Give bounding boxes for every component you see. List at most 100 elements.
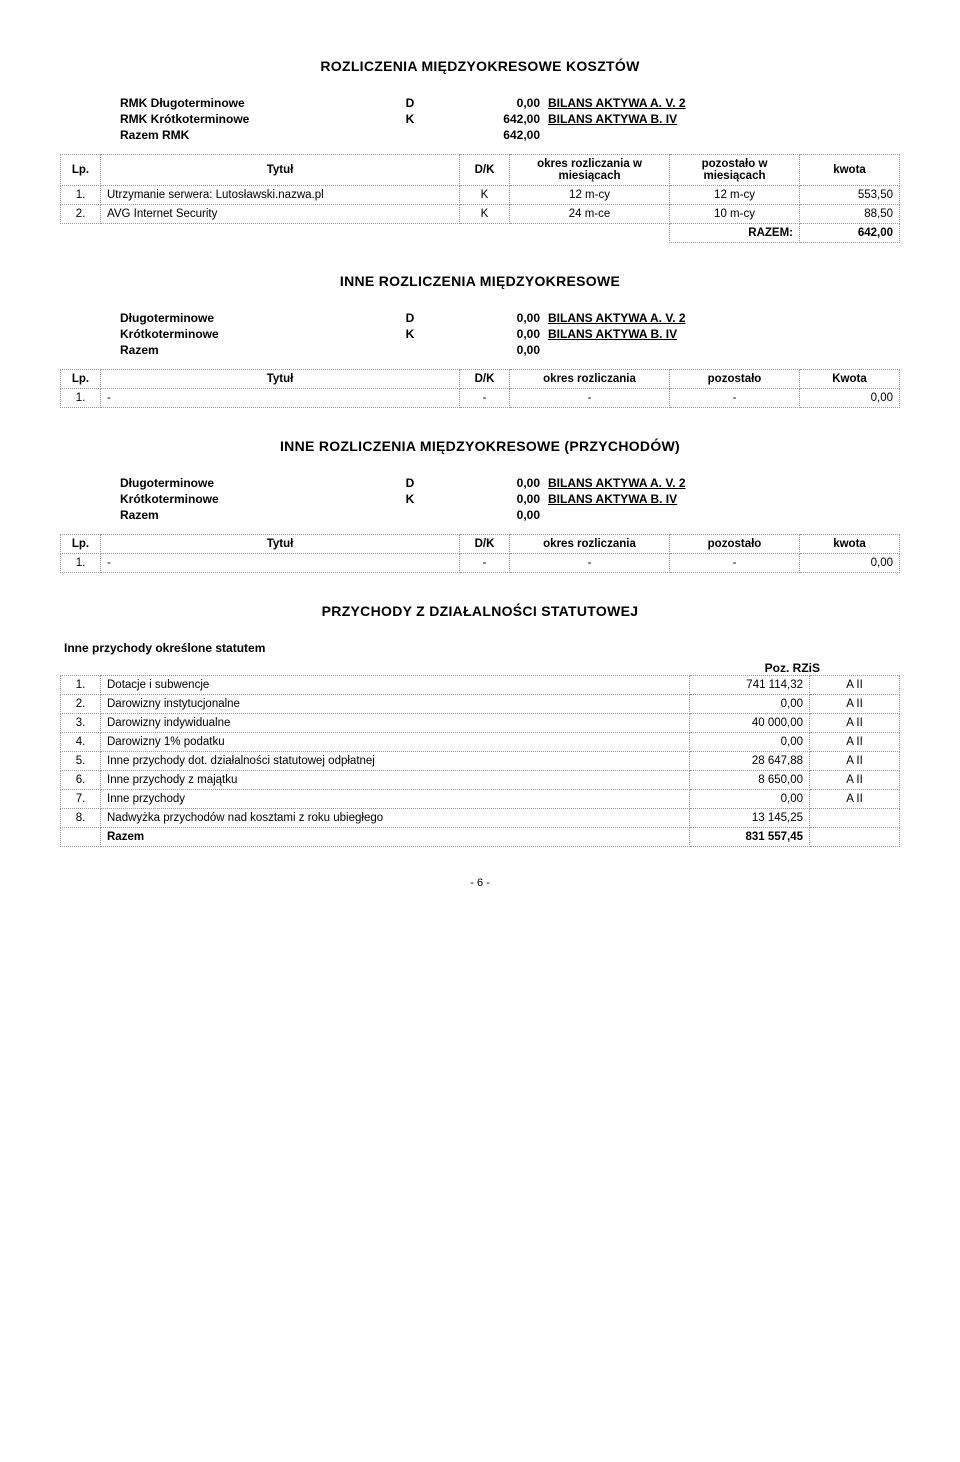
table-row: 6.Inne przychody z majątku8 650,00A II [61,771,900,790]
cell-okres: - [510,389,670,408]
summary-inne: DługoterminoweD0,00BILANS AKTYWA A. V. 2… [120,311,880,357]
cell-poz: A II [810,714,900,733]
summary-val: 0,00 [440,311,540,325]
cell-okres: - [510,554,670,573]
table-row: 1.----0,00 [61,389,900,408]
summary-dk: D [380,476,440,490]
summary-row: KrótkoterminoweK0,00BILANS AKTYWA B. IV [120,492,880,506]
summary-dk: D [380,311,440,325]
summary-dk: D [380,96,440,110]
cell-lp: 1. [61,554,101,573]
razem-row: Razem831 557,45 [61,828,900,847]
th-lp: Lp. [61,535,101,554]
table-row: 1.Dotacje i subwencje741 114,32A II [61,676,900,695]
cell-val: 0,00 [690,790,810,809]
summary-val: 642,00 [440,128,540,142]
cell-okres: 24 m-ce [510,205,670,224]
table-row: 1.Utrzymanie serwera: Lutosławski.nazwa.… [61,186,900,205]
cell-kwota: 0,00 [800,389,900,408]
cell-lp: 3. [61,714,101,733]
cell-val: 40 000,00 [690,714,810,733]
section-inne: INNE ROZLICZENIA MIĘDZYOKRESOWE Długoter… [60,273,900,408]
summary-val: 0,00 [440,327,540,341]
cell-poz: A II [810,676,900,695]
th-okres: okres rozliczania [510,535,670,554]
cell-dk: K [460,205,510,224]
th-pozostalo: pozostało w miesiącach [670,155,800,186]
summary-ref: BILANS AKTYWA A. V. 2 [540,96,840,110]
summary-inne-przych: DługoterminoweD0,00BILANS AKTYWA A. V. 2… [120,476,880,522]
poz-label: Poz. RZiS [60,661,900,675]
cell-title: Darowizny indywidualne [101,714,690,733]
summary-val: 0,00 [440,508,540,522]
cell-title: AVG Internet Security [101,205,460,224]
th-okres: okres rozliczania [510,370,670,389]
cell-dk: - [460,554,510,573]
th-lp: Lp. [61,370,101,389]
th-okres: okres rozliczania w miesiącach [510,155,670,186]
summary-dk: K [380,327,440,341]
razem-val: 642,00 [800,224,900,243]
table-inne: Lp. Tytuł D/K okres rozliczania pozostał… [60,369,900,408]
cell-pozostalo: 12 m-cy [670,186,800,205]
cell-kwota: 553,50 [800,186,900,205]
summary-ref: BILANS AKTYWA B. IV [540,492,840,506]
th-dk: D/K [460,155,510,186]
cell-poz [810,809,900,828]
cell-title: Inne przychody [101,790,690,809]
summary-label: Krótkoterminowe [120,327,380,341]
heading-przychody: PRZYCHODY Z DZIAŁALNOŚCI STATUTOWEJ [60,603,900,619]
summary-row: RMK KrótkoterminoweK642,00BILANS AKTYWA … [120,112,880,126]
cell-lp: 1. [61,676,101,695]
heading-rmk: ROZLICZENIA MIĘDZYOKRESOWE KOSZTÓW [60,58,900,74]
summary-row: DługoterminoweD0,00BILANS AKTYWA A. V. 2 [120,311,880,325]
cell-lp: 1. [61,389,101,408]
th-dk: D/K [460,370,510,389]
cell-lp: 5. [61,752,101,771]
cell-lp: 1. [61,186,101,205]
summary-val: 0,00 [440,96,540,110]
cell-okres: 12 m-cy [510,186,670,205]
summary-label: Razem [120,508,380,522]
cell-dk: - [460,389,510,408]
table-row: 3.Darowizny indywidualne40 000,00A II [61,714,900,733]
cell-val: 741 114,32 [690,676,810,695]
cell-val: 0,00 [690,733,810,752]
table-row: 8.Nadwyżka przychodów nad kosztami z rok… [61,809,900,828]
cell-lp: 7. [61,790,101,809]
cell-lp: 6. [61,771,101,790]
summary-label: Długoterminowe [120,311,380,325]
heading-inne: INNE ROZLICZENIA MIĘDZYOKRESOWE [60,273,900,289]
cell-lp: 4. [61,733,101,752]
cell-poz: A II [810,733,900,752]
th-title: Tytuł [101,370,460,389]
cell-val: 13 145,25 [690,809,810,828]
table-inne-przych: Lp. Tytuł D/K okres rozliczania pozostał… [60,534,900,573]
th-kwota: kwota [800,155,900,186]
cell-title: Utrzymanie serwera: Lutosławski.nazwa.pl [101,186,460,205]
razem-label: Razem [101,828,690,847]
table-przychody: 1.Dotacje i subwencje741 114,32A II2.Dar… [60,675,900,847]
table-row: 2.AVG Internet SecurityK24 m-ce10 m-cy88… [61,205,900,224]
summary-label: Długoterminowe [120,476,380,490]
summary-ref: BILANS AKTYWA A. V. 2 [540,311,840,325]
th-dk: D/K [460,535,510,554]
cell-poz: A II [810,695,900,714]
section-przychody: PRZYCHODY Z DZIAŁALNOŚCI STATUTOWEJ Inne… [60,603,900,847]
summary-dk: K [380,492,440,506]
summary-row: KrótkoterminoweK0,00BILANS AKTYWA B. IV [120,327,880,341]
table-row: 5.Inne przychody dot. działalności statu… [61,752,900,771]
cell-lp: 2. [61,695,101,714]
summary-label: RMK Krótkoterminowe [120,112,380,126]
th-title: Tytuł [101,155,460,186]
table-rmk: Lp. Tytuł D/K okres rozliczania w miesią… [60,154,900,243]
summary-label: RMK Długoterminowe [120,96,380,110]
razem-label: RAZEM: [670,224,800,243]
summary-rmk: RMK DługoterminoweD0,00BILANS AKTYWA A. … [120,96,880,142]
table-row: 2.Darowizny instytucjonalne0,00A II [61,695,900,714]
tbody-rmk: 1.Utrzymanie serwera: Lutosławski.nazwa.… [61,186,900,243]
tbody-inne: 1.----0,00 [61,389,900,408]
cell-lp: 8. [61,809,101,828]
cell-pozostalo: - [670,554,800,573]
cell-val: 8 650,00 [690,771,810,790]
